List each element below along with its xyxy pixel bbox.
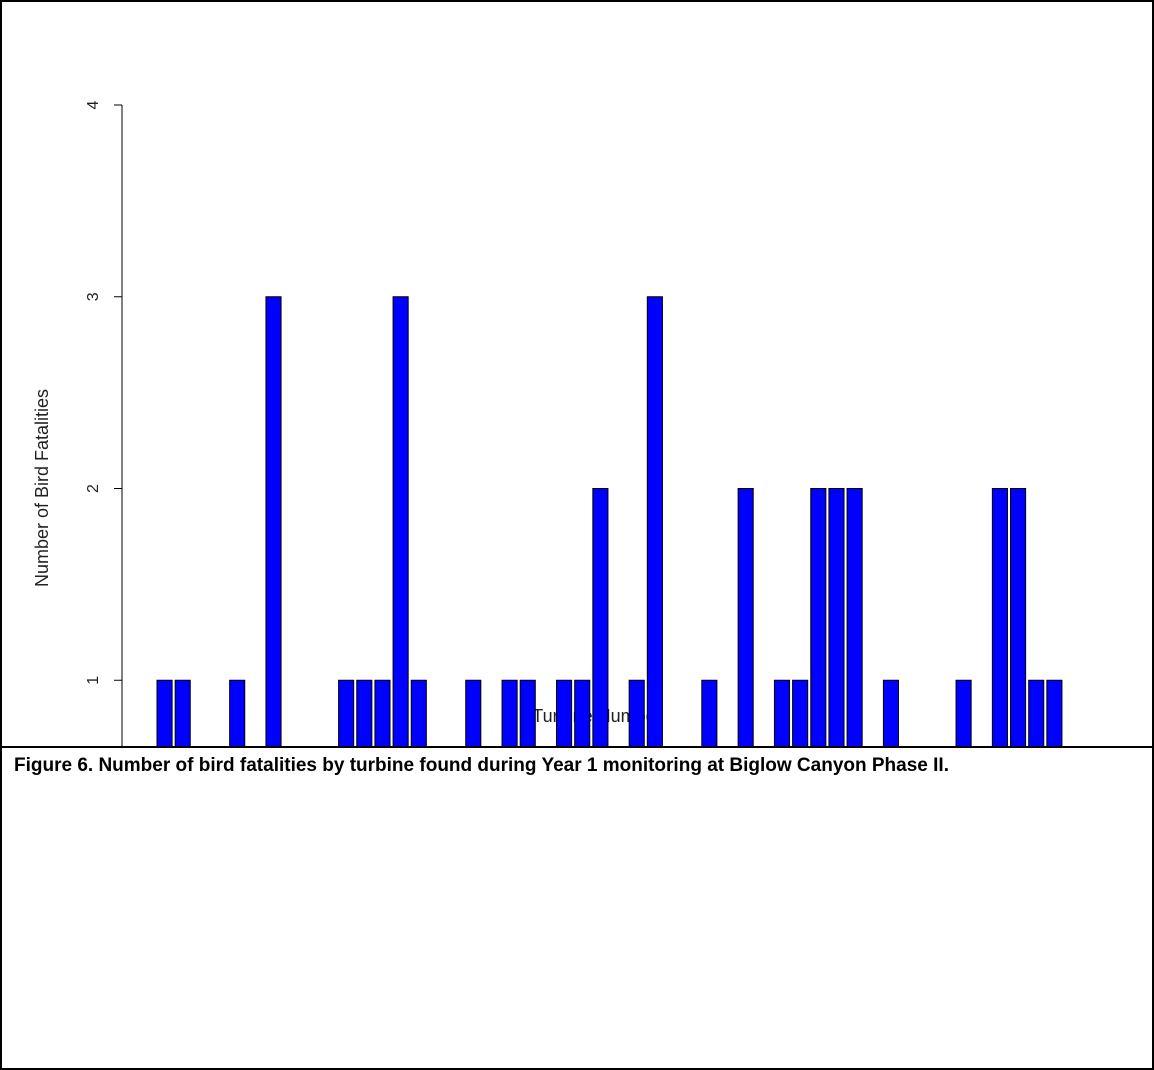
bar: [828, 488, 845, 873]
chart: Turbine Number Number of Bird Fatalities…: [32, 100, 1063, 902]
bar: [519, 679, 536, 873]
bar: [773, 679, 791, 873]
bar: [338, 679, 355, 873]
bar: [628, 679, 645, 873]
bar: [465, 679, 482, 873]
bar: [574, 679, 591, 873]
bar: [410, 679, 427, 873]
y-tick-label: 3: [85, 292, 102, 301]
bar: [592, 488, 609, 873]
bar: [1028, 679, 1045, 873]
bar: [265, 296, 282, 873]
y-tick-label: 1: [85, 676, 102, 685]
y-axis-title: Number of Bird Fatalities: [32, 389, 52, 587]
caption: Figure 6. Number of bird fatalities by t…: [14, 755, 949, 776]
bar: [229, 679, 246, 873]
bar: [1010, 488, 1027, 873]
bar: [392, 296, 409, 873]
bar: [356, 679, 373, 873]
bar: [156, 679, 173, 873]
bar: [846, 488, 863, 873]
bar: [882, 679, 900, 873]
bar: [374, 679, 391, 873]
y-tick-label: 2: [85, 484, 102, 493]
bar: [1046, 679, 1063, 873]
separator: [2, 746, 1152, 748]
bar: [810, 488, 827, 873]
bar: [556, 679, 573, 873]
bar: [737, 488, 754, 873]
bar: [174, 679, 191, 873]
bar: [701, 679, 718, 873]
bar: [991, 488, 1008, 873]
y-tick-label: 4: [85, 100, 102, 109]
bar: [501, 679, 518, 873]
bar: [646, 296, 663, 873]
bar: [955, 679, 972, 873]
bar: [792, 679, 809, 873]
